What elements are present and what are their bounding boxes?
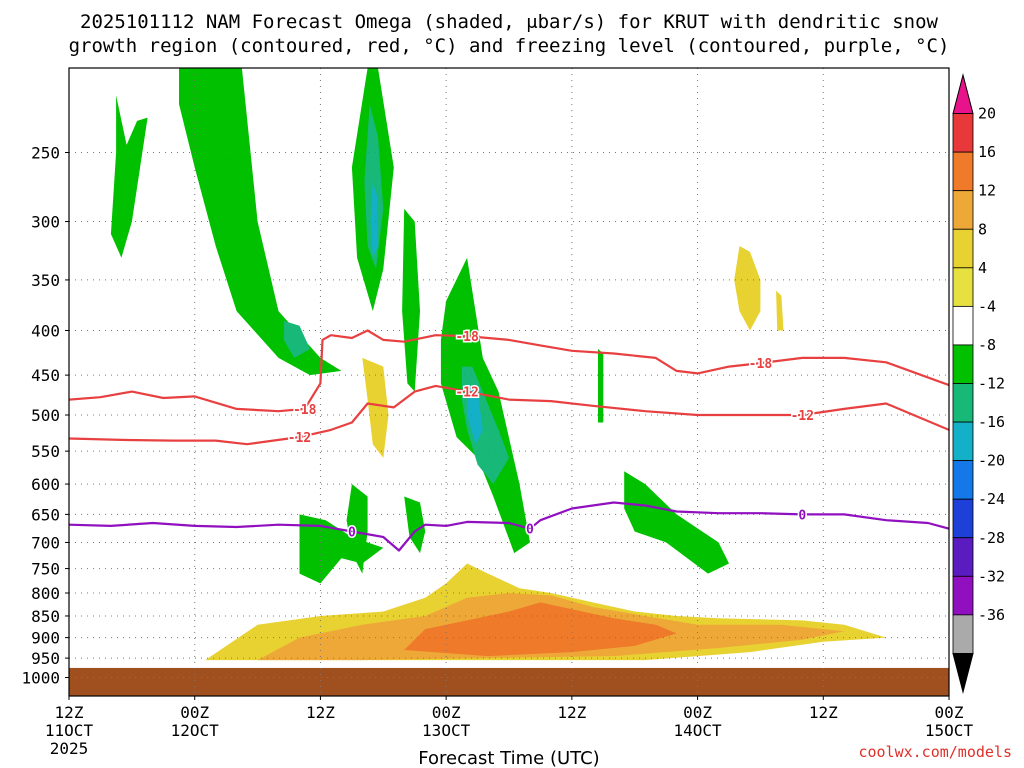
x-tick-label: 11OCT [45,721,94,740]
isotherm-label: -12 [288,431,311,446]
colorbar-label: -16 [978,413,1005,431]
x-tick-label: 13OCT [422,721,471,740]
x-axis-label: Forecast Time (UTC) [418,748,599,768]
omega-region-15 [362,357,389,458]
colorbar-swatch [952,537,974,577]
pressure-axis: 250 300 350 400 450 500 550 600 650 700 750 800 850 9… [21,144,69,688]
isotherm-label: 0 [348,525,356,540]
isotherm-label: -18 [293,403,317,418]
x-tick-label: 00Z [180,703,209,722]
x-tick-label: 12Z [55,703,84,722]
colorbar-swatch [952,652,974,694]
isotherm-line--12 [69,384,949,446]
colorbar-swatch [952,151,974,192]
isotherm-label: -12 [791,409,814,424]
x-tick-label: 12Z [809,703,838,722]
colorbar-swatch [952,73,974,115]
colorbar-label: -24 [978,490,1005,508]
colorbar-label: -8 [978,336,996,354]
y-tick-label: 300 [31,213,60,232]
colorbar-swatch [952,344,974,384]
omega-shading [69,68,949,696]
isotherm-label: -18 [455,330,479,345]
x-tick-label: 2025 [50,739,89,758]
y-tick-label: 800 [31,584,60,603]
x-tick-label: 12Z [306,703,335,722]
omega-region-1 [179,68,342,376]
colorbar-swatch [952,498,974,539]
isotherm-line--18 [69,329,949,413]
y-tick-label: 750 [31,560,60,579]
colorbar-label: 4 [978,259,987,277]
y-tick-label: 400 [31,322,60,341]
isotherm-line-0 [69,501,949,552]
temperature-contours: -18 -18 -18 -12 -12 -12 0 0 0 [69,329,949,552]
credit-link[interactable]: coolwx.com/models [858,743,1012,761]
colorbar-label: -36 [978,606,1005,624]
colorbar-label: -28 [978,529,1005,547]
omega-region-17 [776,290,784,331]
y-tick-label: 600 [31,475,60,494]
x-tick-label: 14OCT [673,721,722,740]
colorbar-swatch [952,614,974,654]
isotherm-label: -18 [749,357,773,372]
y-tick-label: 850 [31,607,60,626]
omega-region-6 [402,208,420,392]
colorbar-label: -4 [978,297,996,315]
colorbar-swatch [952,228,974,269]
y-tick-label: 700 [31,533,60,552]
y-tick-label: 350 [31,271,60,290]
colorbar-label: -20 [978,452,1005,470]
x-tick-label: 00Z [935,703,964,722]
plot-frame [68,67,950,697]
omega-region-12 [404,496,426,554]
omega-region-16 [734,246,761,331]
y-tick-label: 1000 [21,669,60,688]
y-tick-label: 250 [31,144,60,163]
omega-region-13 [598,349,604,423]
colorbar-label: 12 [978,182,996,200]
colorbar-swatch [952,305,974,346]
omega-region-11 [346,484,368,574]
x-tick-label: 00Z [683,703,712,722]
omega-region-0 [110,95,148,258]
y-tick-label: 650 [31,505,60,524]
ground-surface [69,667,949,696]
y-tick-label: 500 [31,406,60,425]
isotherm-label: 0 [526,523,534,538]
y-tick-label: 950 [31,649,60,668]
colorbar-swatch [952,113,974,153]
isotherm-label: 0 [798,508,806,523]
omega-region-2 [283,320,310,358]
colorbar-swatch [952,421,974,462]
x-tick-label: 12Z [557,703,586,722]
x-tick-label: 15OCT [925,721,974,740]
colorbar-label: 16 [978,143,996,161]
omega-region-14 [624,471,729,574]
colorbar-legend: 20 16 12 8 4 -4 -8 -12 -16 -20 -24 -28 -32 -36 [952,73,1005,694]
omega-region-5 [370,181,378,258]
colorbar-swatch [952,383,974,423]
isotherm-label: -12 [455,386,478,401]
colorbar-label: 8 [978,220,987,238]
y-tick-label: 900 [31,629,60,648]
colorbar-swatch [952,460,974,500]
y-tick-label: 450 [31,366,60,385]
colorbar-label: -32 [978,567,1005,585]
colorbar-label: 20 [978,105,996,123]
colorbar-swatch [952,267,974,307]
colorbar-swatch [952,575,974,616]
x-tick-label: 12OCT [171,721,220,740]
y-tick-label: 550 [31,442,60,461]
chart-title-line2: growth region (contoured, red, °C) and f… [69,35,950,57]
omega-region-20 [404,602,677,657]
omega-region-9 [467,383,483,445]
chart-title-line1: 2025101112 NAM Forecast Omega (shaded, μ… [80,11,938,33]
x-tick-label: 00Z [432,703,461,722]
colorbar-label: -12 [978,375,1005,393]
colorbar-swatch [952,190,974,230]
